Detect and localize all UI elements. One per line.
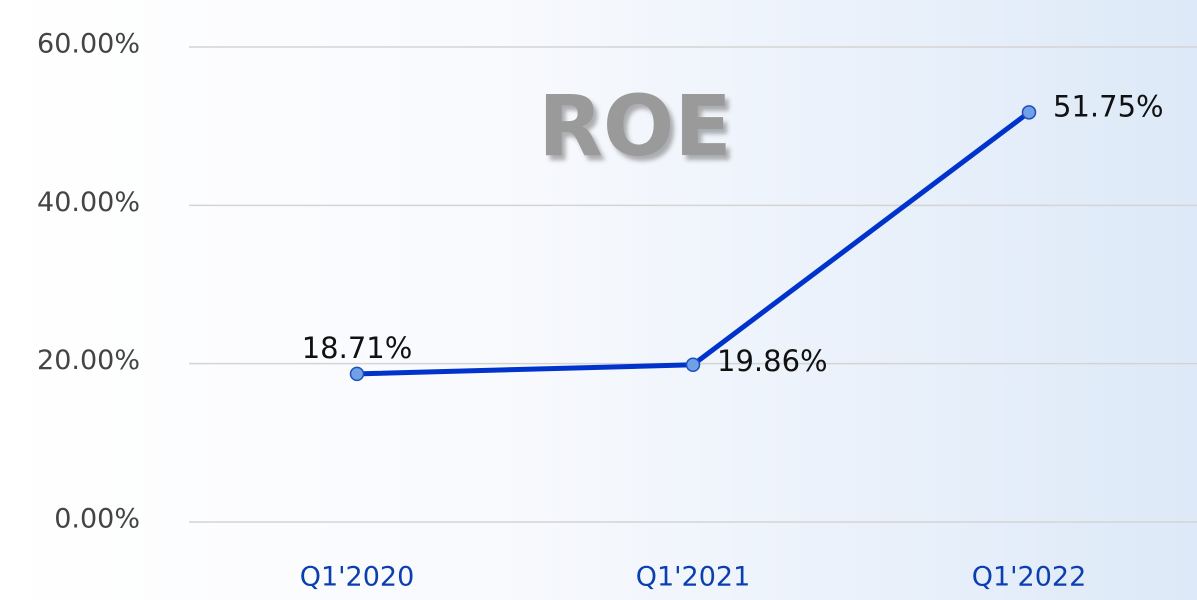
- point: [1021, 105, 1037, 120]
- x-tick-label: Q1'2020: [300, 562, 415, 593]
- y-tick-label: 40.00%: [37, 187, 140, 218]
- x-tick-label: Q1'2021: [636, 562, 751, 593]
- data-label: 19.86%: [717, 344, 828, 378]
- point: [685, 357, 701, 373]
- data-label: 18.71%: [302, 331, 413, 365]
- y-tick-label: 60.00%: [37, 29, 140, 60]
- x-tick-label: Q1'2022: [972, 562, 1087, 593]
- y-tick-label: 20.00%: [37, 345, 140, 376]
- y-tick-label: 0.00%: [54, 504, 140, 535]
- chart-title: ROE: [538, 77, 731, 175]
- point: [349, 366, 365, 382]
- data-label: 51.75%: [1053, 89, 1164, 123]
